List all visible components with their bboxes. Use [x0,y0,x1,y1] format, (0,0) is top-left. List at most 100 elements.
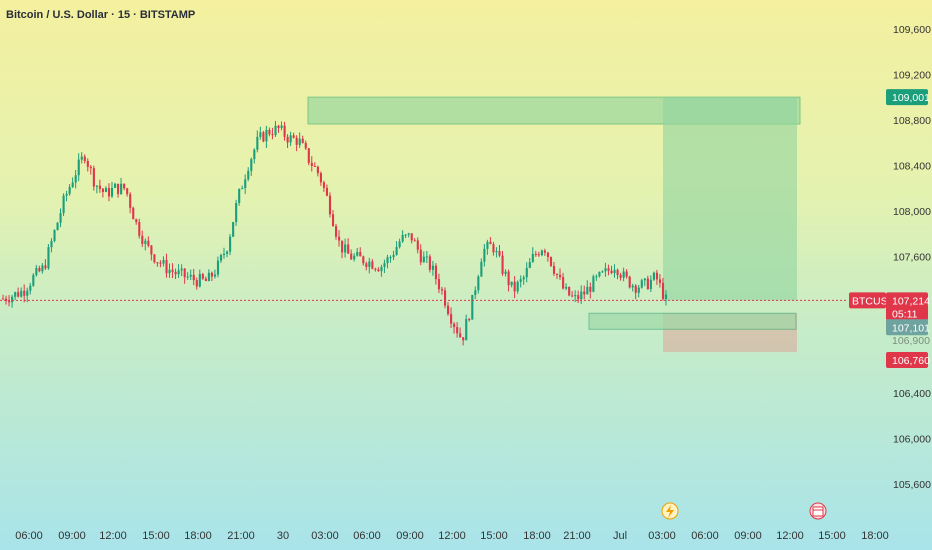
candle-body [301,138,304,143]
candle-body [347,244,350,254]
candle-body [232,222,235,237]
candle-body [628,276,631,288]
x-tick-label: 15:00 [818,530,846,542]
candle-body [652,272,655,280]
candle-body [174,271,177,275]
candle-body [422,256,425,263]
candle-body [83,156,86,162]
candle-body [634,285,637,293]
candle-body [50,240,53,248]
x-tick-label: 18:00 [523,530,551,542]
candle-body [189,274,192,277]
candle-body [395,247,398,255]
candle-body [474,290,477,295]
candle-body [41,265,44,272]
candle-body [265,129,268,142]
candle-body [646,278,649,290]
candle-body [344,244,347,253]
candle-body [159,262,162,264]
symbol-tag-text: BTCUSD [852,295,896,307]
candle-body [313,165,316,167]
candle-body [486,241,489,249]
candle-body [256,136,259,150]
candle-body [595,276,598,278]
x-tick-label: 06:00 [691,530,719,542]
target-price-tag [886,89,928,106]
candle-body [522,277,525,280]
x-tick-label: 15:00 [142,530,170,542]
candle-body [625,271,628,277]
candle-body [428,256,431,270]
candle-body [138,222,141,236]
candle-body [307,148,310,163]
candle-body [562,277,565,289]
candle-body [104,188,108,193]
entry-price-tag [886,319,928,336]
candle-body [277,125,280,129]
candle-body [156,262,159,264]
candle-body [26,290,29,296]
support-zone[interactable] [588,312,797,330]
candle-body [177,270,180,275]
target-zone[interactable] [663,97,797,301]
candle-body [153,254,156,263]
hidden-price-text: 106,900 [892,335,930,347]
stop-price-tag [886,352,928,369]
candle-body [120,183,123,194]
candle-body [577,295,580,300]
candle-body [71,182,74,188]
candle-body [362,256,365,264]
candle-body [259,132,262,137]
candle-body [510,281,513,286]
candle-body [98,185,101,189]
x-tick-label: 09:00 [734,530,762,542]
x-tick-label: 12:00 [99,530,127,542]
candle-body [262,132,265,142]
candle-body [117,183,120,194]
symbol-tag [849,292,886,309]
candle-body [589,286,592,292]
y-tick-label: 109,200 [893,70,931,82]
candle-body [483,248,486,262]
current-price-tag [886,292,928,321]
candle-body [601,271,604,273]
candle-body [8,301,11,303]
candle-body [443,290,447,306]
candle-body [5,298,8,302]
candle-body [507,271,510,286]
current-price-text: 107,214 [892,295,930,307]
candle-body [519,279,522,282]
candle-body [289,135,292,143]
candle-body [114,183,117,188]
candle-body [616,269,619,275]
candle-body [456,327,459,334]
x-tick-label: 09:00 [58,530,86,542]
candle-body [304,142,307,149]
candle-body [592,276,595,292]
candle-body [95,185,98,187]
candle-body [555,273,559,275]
candle-body [180,268,183,271]
candle-body [664,294,668,299]
candle-body [528,262,531,268]
x-tick-label: 06:00 [353,530,381,542]
lightning-event-icon[interactable] [661,502,679,520]
candle-body [126,188,129,195]
candle-body [241,188,244,190]
candle-body [141,235,144,244]
candle-body [377,269,380,272]
candle-body [222,253,226,255]
calendar-event-icon[interactable] [809,502,827,520]
y-tick-label: 105,600 [893,479,931,491]
candle-body [477,276,480,291]
candle-body [322,182,326,188]
candle-body [525,267,528,278]
candle-body [247,170,250,180]
candle-body [495,251,498,253]
candle-body [434,265,438,280]
y-tick-label: 107,600 [893,252,931,264]
candle-body [186,276,189,278]
candle-body [286,136,289,143]
entry-price-tag-text: 107,101 [892,322,930,334]
